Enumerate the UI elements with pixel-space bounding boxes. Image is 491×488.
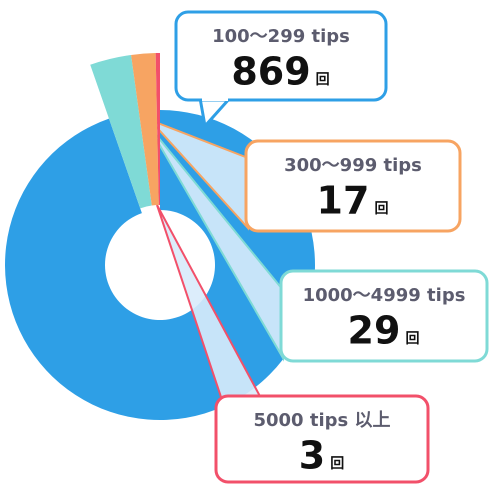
callout-box — [214, 394, 430, 484]
unit-label: 回 — [374, 201, 388, 217]
slice — [90, 54, 152, 209]
unit-label: 回 — [405, 331, 419, 347]
unit-label: 回 — [330, 456, 344, 472]
slice — [131, 53, 159, 206]
category-label: 1000〜4999 tips — [303, 285, 466, 306]
callout-box — [279, 269, 489, 363]
value-label: 869 — [231, 50, 310, 94]
value-label: 17 — [317, 179, 370, 223]
category-label: 300〜999 tips — [284, 155, 422, 176]
unit-label: 回 — [316, 72, 330, 88]
tail-cover — [202, 96, 228, 101]
callout-box — [244, 139, 462, 233]
slice — [155, 53, 160, 206]
category-label: 100〜299 tips — [212, 26, 350, 47]
callout-box — [174, 10, 388, 102]
value-label: 29 — [348, 309, 401, 353]
value-label: 3 — [299, 434, 325, 478]
category-label: 5000 tips 以上 — [253, 410, 390, 431]
